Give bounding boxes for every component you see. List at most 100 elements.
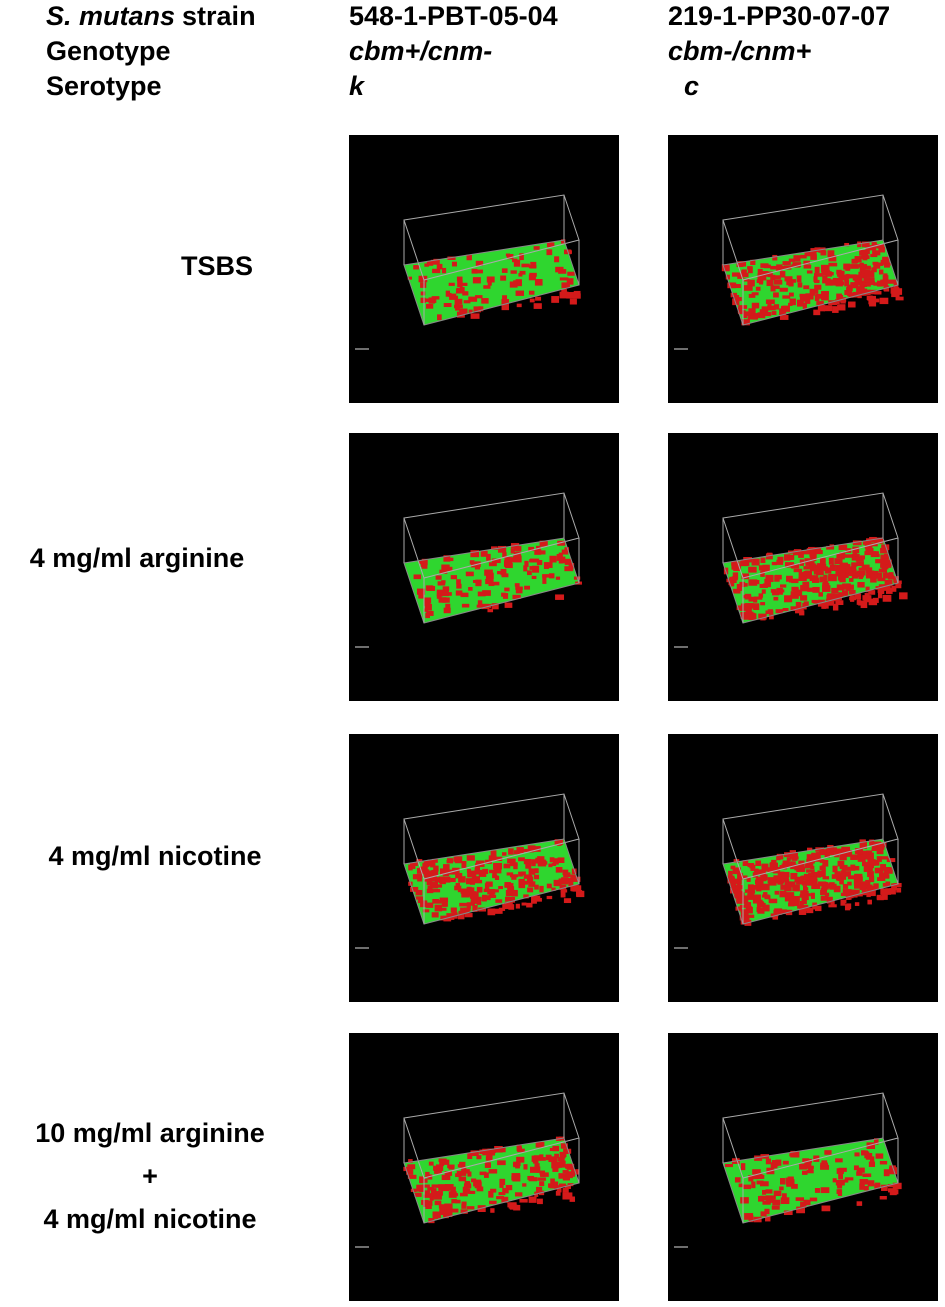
red-cluster bbox=[419, 1176, 424, 1184]
red-cluster bbox=[488, 1169, 498, 1174]
red-cluster bbox=[876, 856, 882, 862]
red-cluster bbox=[857, 241, 862, 248]
red-cluster bbox=[552, 858, 559, 865]
red-cluster bbox=[754, 879, 764, 885]
red-cluster bbox=[555, 1190, 561, 1196]
red-cluster bbox=[831, 874, 841, 879]
red-cluster bbox=[863, 1185, 869, 1191]
red-cluster bbox=[840, 899, 847, 904]
red-cluster bbox=[491, 558, 501, 564]
red-cluster bbox=[748, 294, 756, 298]
red-cluster bbox=[576, 890, 585, 898]
red-cluster bbox=[459, 1192, 468, 1197]
red-cluster bbox=[752, 898, 760, 904]
red-cluster bbox=[846, 287, 851, 294]
red-cluster bbox=[853, 879, 862, 886]
red-cluster bbox=[436, 263, 443, 270]
biofilm-image bbox=[349, 1033, 619, 1301]
red-cluster bbox=[433, 1165, 440, 1171]
red-cluster bbox=[571, 868, 577, 875]
red-cluster bbox=[758, 593, 763, 597]
red-cluster bbox=[488, 582, 495, 587]
red-cluster bbox=[804, 863, 814, 869]
red-cluster bbox=[759, 309, 769, 313]
red-cluster bbox=[732, 572, 739, 579]
red-cluster bbox=[782, 873, 789, 879]
red-cluster bbox=[856, 1171, 863, 1176]
red-cluster bbox=[422, 909, 430, 913]
red-cluster bbox=[874, 1183, 881, 1189]
red-cluster bbox=[519, 270, 526, 275]
red-cluster bbox=[424, 298, 431, 302]
red-cluster bbox=[835, 299, 840, 305]
red-cluster bbox=[562, 1192, 571, 1200]
biofilm-image bbox=[349, 135, 619, 403]
red-cluster bbox=[792, 884, 800, 892]
red-cluster bbox=[809, 553, 816, 557]
red-cluster bbox=[425, 613, 430, 619]
red-cluster bbox=[753, 596, 763, 600]
red-cluster bbox=[870, 570, 879, 577]
red-cluster bbox=[475, 860, 485, 868]
red-cluster bbox=[748, 566, 757, 573]
red-cluster bbox=[554, 256, 560, 263]
red-cluster bbox=[866, 277, 875, 284]
red-cluster bbox=[459, 902, 468, 907]
red-cluster bbox=[737, 892, 745, 898]
red-cluster bbox=[872, 261, 879, 265]
red-cluster bbox=[734, 1177, 741, 1183]
red-cluster bbox=[861, 255, 870, 260]
red-cluster bbox=[884, 579, 893, 586]
red-cluster bbox=[482, 590, 491, 596]
red-cluster bbox=[827, 593, 836, 597]
red-cluster bbox=[485, 579, 494, 585]
red-cluster bbox=[870, 576, 877, 583]
red-cluster bbox=[836, 1168, 844, 1174]
red-cluster bbox=[447, 256, 456, 260]
red-cluster bbox=[511, 1173, 521, 1177]
red-cluster bbox=[871, 267, 877, 273]
red-cluster bbox=[841, 590, 849, 596]
red-cluster bbox=[861, 241, 870, 248]
genotype: cbm-/cnm+ bbox=[668, 36, 812, 66]
red-cluster bbox=[539, 540, 548, 547]
red-cluster bbox=[504, 883, 514, 887]
red-cluster bbox=[821, 865, 826, 871]
red-cluster bbox=[536, 1198, 543, 1205]
red-cluster bbox=[469, 892, 479, 899]
red-cluster bbox=[439, 868, 448, 875]
red-cluster bbox=[788, 579, 796, 583]
red-cluster bbox=[468, 309, 473, 314]
red-cluster bbox=[513, 1204, 521, 1211]
biofilm-image bbox=[668, 734, 938, 1002]
red-cluster bbox=[513, 555, 522, 563]
red-cluster bbox=[415, 889, 423, 896]
red-cluster bbox=[464, 913, 473, 918]
red-cluster bbox=[838, 544, 848, 551]
red-cluster bbox=[428, 297, 435, 304]
red-cluster bbox=[746, 877, 751, 882]
red-cluster bbox=[432, 889, 441, 893]
red-cluster bbox=[432, 268, 441, 274]
red-cluster bbox=[727, 877, 735, 884]
red-cluster bbox=[790, 852, 798, 858]
red-cluster bbox=[407, 276, 413, 280]
red-cluster bbox=[724, 1163, 733, 1168]
red-cluster bbox=[842, 889, 852, 896]
red-cluster bbox=[813, 276, 818, 282]
red-cluster bbox=[822, 585, 831, 592]
red-cluster bbox=[567, 1192, 573, 1199]
red-cluster bbox=[847, 875, 855, 880]
red-cluster bbox=[844, 242, 850, 247]
red-cluster bbox=[838, 592, 844, 597]
red-cluster bbox=[820, 1162, 829, 1167]
red-cluster bbox=[502, 295, 507, 302]
red-cluster bbox=[472, 277, 481, 284]
red-cluster bbox=[561, 282, 570, 289]
red-cluster bbox=[506, 872, 514, 876]
red-cluster bbox=[811, 599, 818, 604]
red-cluster bbox=[510, 548, 515, 554]
red-cluster bbox=[769, 614, 774, 620]
red-cluster bbox=[767, 301, 772, 306]
red-cluster bbox=[799, 894, 808, 898]
